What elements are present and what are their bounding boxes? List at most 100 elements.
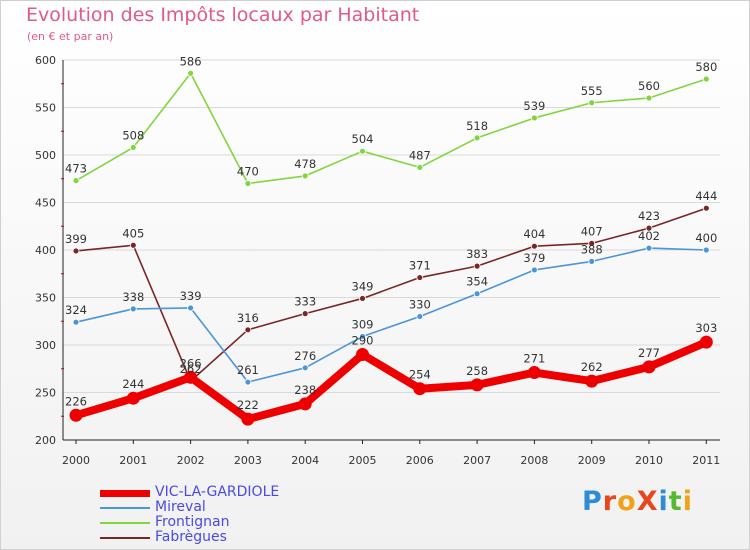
- data-label: 379: [523, 251, 545, 265]
- logo-letter: t: [668, 486, 683, 517]
- y-tick-label: 300: [35, 339, 56, 352]
- y-tick-label: 250: [35, 387, 56, 400]
- data-label: 266: [180, 356, 202, 370]
- data-point: [642, 360, 656, 374]
- data-point: [531, 114, 538, 122]
- legend-label: Fabrègues: [155, 529, 227, 545]
- data-point: [184, 370, 198, 384]
- data-point: [69, 408, 83, 422]
- data-point: [416, 163, 424, 171]
- data-label: 330: [409, 298, 431, 312]
- x-tick-label: 2001: [119, 454, 147, 467]
- data-point: [702, 75, 710, 83]
- data-point: [588, 99, 596, 107]
- legend-swatch: [100, 489, 150, 497]
- data-label: 518: [466, 119, 488, 133]
- legend-swatch: [100, 537, 150, 539]
- data-point: [72, 318, 80, 326]
- chart-title: Evolution des Impôts locaux par Habitant: [26, 4, 420, 26]
- x-tick-label: 2009: [578, 454, 606, 467]
- data-label: 238: [294, 383, 316, 397]
- data-point: [413, 382, 427, 396]
- data-label: 402: [638, 229, 660, 243]
- y-tick-label: 400: [35, 244, 56, 257]
- data-point: [527, 366, 541, 380]
- data-point: [244, 326, 252, 334]
- logo-letter: X: [636, 486, 659, 517]
- data-label: 354: [466, 275, 488, 289]
- data-label: 316: [237, 311, 259, 325]
- data-label: 258: [466, 364, 488, 378]
- data-label: 555: [581, 84, 603, 98]
- data-label: 338: [122, 290, 144, 304]
- data-label: 388: [581, 242, 603, 256]
- data-point: [470, 378, 484, 392]
- y-tick-label: 350: [35, 292, 56, 305]
- series-lines: [69, 69, 713, 426]
- x-tick-label: 2011: [692, 454, 720, 467]
- data-label: 404: [523, 227, 545, 241]
- logo-letter: i: [658, 486, 669, 517]
- data-point: [359, 295, 366, 302]
- x-tick-label: 2007: [463, 454, 491, 467]
- data-labels: 473 508 586 470 478 504 487 518 539 555 560 580 399 4…: [65, 54, 717, 412]
- data-label: 399: [65, 232, 87, 246]
- x-tick-label: 2004: [291, 454, 319, 467]
- data-label: 290: [352, 334, 374, 348]
- legend-swatch: [100, 507, 150, 509]
- data-label: 478: [294, 157, 316, 171]
- data-point: [187, 69, 195, 77]
- data-point: [129, 305, 137, 313]
- data-label: 309: [352, 317, 374, 331]
- logo-letter: o: [617, 486, 637, 517]
- y-tick-label: 600: [35, 54, 56, 67]
- data-label: 504: [352, 132, 374, 146]
- data-label: 405: [122, 226, 144, 240]
- x-tick-label: 2002: [177, 454, 205, 467]
- data-point: [416, 313, 424, 320]
- data-label: 226: [65, 394, 87, 408]
- data-label: 539: [523, 99, 545, 113]
- y-tick-label: 450: [35, 197, 56, 210]
- data-point: [129, 143, 137, 151]
- data-point: [699, 335, 713, 349]
- data-label: 277: [638, 346, 660, 360]
- data-point: [359, 147, 366, 155]
- data-label: 470: [237, 165, 259, 179]
- data-point: [473, 290, 481, 298]
- data-label: 586: [180, 54, 202, 68]
- data-point: [645, 94, 653, 102]
- data-point: [244, 180, 252, 187]
- proxiti-logo: ProXiti: [582, 486, 693, 517]
- series-line: [75, 72, 708, 185]
- data-point: [473, 262, 481, 270]
- data-point: [702, 246, 710, 254]
- x-tick-label: 2000: [62, 454, 90, 467]
- data-point: [301, 310, 309, 318]
- data-label: 262: [581, 360, 603, 374]
- data-label: 276: [294, 349, 316, 363]
- data-point: [359, 333, 366, 340]
- data-point: [129, 241, 137, 249]
- data-point: [531, 266, 538, 274]
- data-label: 303: [695, 321, 717, 335]
- data-point: [416, 274, 424, 281]
- data-label: 407: [581, 224, 603, 238]
- series-line: [75, 247, 708, 383]
- data-label: 261: [237, 363, 259, 377]
- data-label: 423: [638, 209, 660, 223]
- legend-label: Mireval: [155, 499, 206, 515]
- data-point: [588, 239, 596, 247]
- series-line: [75, 207, 708, 382]
- x-tick-label: 2005: [349, 454, 377, 467]
- data-point: [187, 304, 195, 312]
- x-tick-label: 2006: [406, 454, 434, 467]
- x-tick-label: 2003: [234, 454, 262, 467]
- data-label: 262: [180, 362, 202, 376]
- data-label: 508: [122, 128, 144, 142]
- data-point: [356, 348, 369, 361]
- grid-lines: [63, 59, 720, 393]
- x-tick-label: 2008: [520, 454, 548, 467]
- data-label: 244: [122, 377, 144, 391]
